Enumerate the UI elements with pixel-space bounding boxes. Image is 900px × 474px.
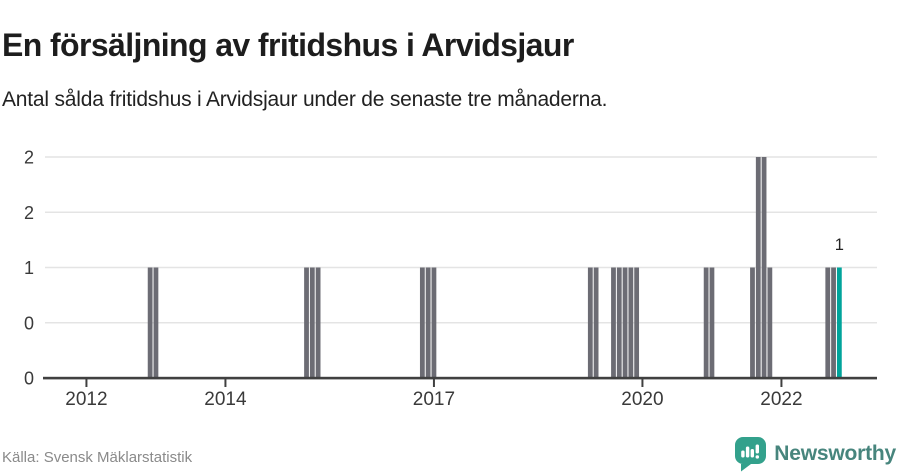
bar xyxy=(593,267,599,378)
x-tick-label: 2012 xyxy=(65,389,107,410)
bar xyxy=(761,157,767,378)
logo-exclamation-dot xyxy=(755,455,760,459)
bar xyxy=(419,267,425,378)
logo-bar-1 xyxy=(741,450,745,458)
newsworthy-bubble-icon xyxy=(735,437,767,472)
bar-annotation: 1 xyxy=(835,236,844,254)
logo-bar-2 xyxy=(746,446,750,458)
logo-bar-3 xyxy=(750,449,755,458)
highlight-bar xyxy=(836,267,842,378)
y-tick-label: 2 xyxy=(24,148,34,168)
page-subtitle: Antal sålda fritidshus i Arvidsjaur unde… xyxy=(2,88,608,111)
bar xyxy=(425,267,431,378)
bar xyxy=(587,267,593,378)
bar xyxy=(628,267,634,378)
bar xyxy=(153,267,159,378)
newsworthy-logo: Newsworthy xyxy=(734,436,896,472)
y-tick-label: 2 xyxy=(24,203,34,223)
logo-exclamation-stem xyxy=(755,444,760,454)
x-axis-line xyxy=(43,376,877,380)
y-tick-label: 0 xyxy=(24,369,34,389)
bar xyxy=(147,267,153,378)
bar xyxy=(309,267,315,378)
bar xyxy=(767,267,773,378)
bar xyxy=(315,267,321,378)
x-tick-label: 2022 xyxy=(760,389,802,410)
bar xyxy=(831,267,836,378)
bar xyxy=(755,157,761,378)
bar xyxy=(616,267,622,378)
bar xyxy=(750,267,755,378)
bar xyxy=(622,267,628,378)
x-tick-label: 2017 xyxy=(413,389,455,410)
bar xyxy=(304,267,309,378)
page-title: En försäljning av fritidshus i Arvidsjau… xyxy=(2,27,574,64)
bubble-shape xyxy=(735,437,767,472)
x-tick-label: 2014 xyxy=(204,389,247,410)
y-tick-label: 0 xyxy=(24,313,34,333)
bar xyxy=(634,267,640,378)
bar xyxy=(709,267,715,378)
bar xyxy=(611,267,616,378)
source-label: Källa: Svensk Mäklarstatistik xyxy=(2,449,193,466)
brand-wordmark: Newsworthy xyxy=(774,442,896,465)
y-tick-label: 1 xyxy=(24,258,34,278)
bar xyxy=(703,267,709,378)
bar xyxy=(825,267,831,378)
x-tick-label: 2020 xyxy=(621,389,663,410)
bar xyxy=(431,267,437,378)
